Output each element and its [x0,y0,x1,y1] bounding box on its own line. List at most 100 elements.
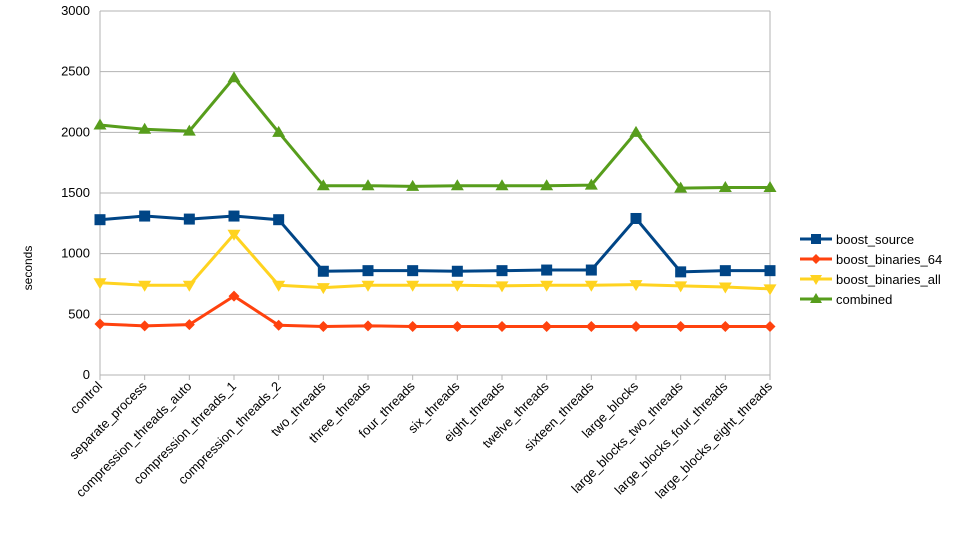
y-tick-label: 500 [68,306,90,321]
series-combined [93,71,777,193]
legend-swatch-marker [811,254,821,264]
data-point-boost_binaries_64 [719,320,731,332]
y-tick-label: 0 [83,367,90,382]
legend-label: boost_binaries_all [836,272,941,287]
data-point-boost_binaries_64 [94,318,106,330]
data-point-combined [316,179,330,191]
legend: boost_source boost_binaries_64 boost_binar… [800,232,942,307]
data-point-boost_binaries_64 [541,320,553,332]
data-point-combined [361,179,375,191]
data-point-boost_binaries_all [93,278,107,290]
legend-label: boost_binaries_64 [836,252,942,267]
x-tick-label: control [67,378,105,416]
legend-item-boost_source: boost_source [800,232,914,247]
gridlines [100,10,770,376]
data-point-boost_binaries_all [584,280,598,292]
y-tick-label: 1500 [61,185,90,200]
data-point-boost_source [139,210,151,222]
data-point-boost_source [228,210,240,222]
data-point-combined [718,181,732,193]
data-point-boost_source [675,266,687,278]
series-group [93,71,777,332]
data-point-boost_binaries_all [718,282,732,294]
data-point-combined [674,181,688,193]
y-tick-label: 1000 [61,246,90,261]
legend-label: combined [836,292,892,307]
legend-item-combined: combined [800,292,892,307]
data-point-boost_binaries_64 [496,320,508,332]
data-point-boost_binaries_all [674,281,688,293]
data-point-boost_binaries_all [182,280,196,292]
legend-item-boost_binaries_64: boost_binaries_64 [800,252,942,267]
data-point-boost_binaries_all [361,280,375,292]
data-point-boost_source [496,265,508,277]
series-boost_source [94,210,776,278]
data-point-boost_source [630,212,642,224]
data-point-boost_binaries_64 [764,320,776,332]
data-point-boost_binaries_64 [273,319,285,331]
legend-swatch-marker [810,275,822,285]
data-point-boost_binaries_64 [630,320,642,332]
data-point-boost_source [719,265,731,277]
data-point-combined [138,122,152,134]
series-line-combined [99,76,770,190]
legend-swatch-marker [810,293,822,303]
data-point-boost_binaries_all [316,283,330,295]
legend-swatch-marker [811,234,821,244]
data-point-combined [227,71,241,83]
data-point-boost_binaries_64 [451,320,463,332]
data-point-boost_source [183,213,195,225]
data-point-boost_binaries_64 [139,320,151,332]
series-line-boost_source [99,214,770,274]
data-point-boost_binaries_all [272,280,286,292]
data-point-boost_binaries_64 [585,320,597,332]
data-point-boost_binaries_all [138,280,152,292]
data-point-boost_source [273,214,285,226]
data-point-boost_binaries_all [450,280,464,292]
series-boost_binaries_all [93,229,777,296]
y-tick-label: 2000 [61,124,90,139]
series-line-boost_binaries_all [99,232,771,291]
data-point-combined [584,178,598,190]
data-point-boost_source [407,265,419,277]
data-point-boost_binaries_all [763,284,777,296]
data-point-combined [93,118,107,130]
y-tick-labels: 0 500 1000 1500 2000 2500 3000 [61,3,90,382]
data-point-combined [763,181,777,193]
data-point-boost_binaries_64 [183,319,195,331]
data-point-boost_binaries_64 [675,320,687,332]
data-point-boost_binaries_64 [407,320,419,332]
x-tick-labels: controlseparate_processcompression_threa… [66,378,775,501]
y-axis-label: seconds [21,246,35,291]
y-tick-label: 2500 [61,64,90,79]
data-point-boost_binaries_all [406,280,420,292]
data-point-combined [629,125,643,137]
data-point-boost_binaries_all [495,281,509,293]
data-point-boost_source [541,264,553,276]
data-point-boost_source [317,265,329,277]
series-boost_binaries_64 [94,290,776,332]
data-point-combined [406,179,420,191]
data-point-boost_source [585,264,597,276]
data-point-boost_source [764,265,776,277]
data-point-boost_source [451,265,463,277]
data-point-combined [495,179,509,191]
data-point-boost_binaries_all [227,229,241,241]
data-point-boost_binaries_64 [228,290,240,302]
data-point-boost_source [94,214,106,226]
data-point-combined [450,179,464,191]
series-line-boost_binaries_64 [99,294,770,328]
x-tick-label: separate_process [66,378,150,462]
legend-label: boost_source [836,232,914,247]
data-point-boost_binaries_64 [362,320,374,332]
data-point-combined [272,125,286,137]
data-point-boost_binaries_all [629,280,643,292]
legend-item-boost_binaries_all: boost_binaries_all [800,272,941,287]
data-point-boost_binaries_64 [317,320,329,332]
y-tick-label: 3000 [61,3,90,18]
data-point-boost_source [362,265,374,277]
axes [99,11,771,380]
data-point-combined [182,124,196,136]
data-point-boost_binaries_all [540,280,554,292]
